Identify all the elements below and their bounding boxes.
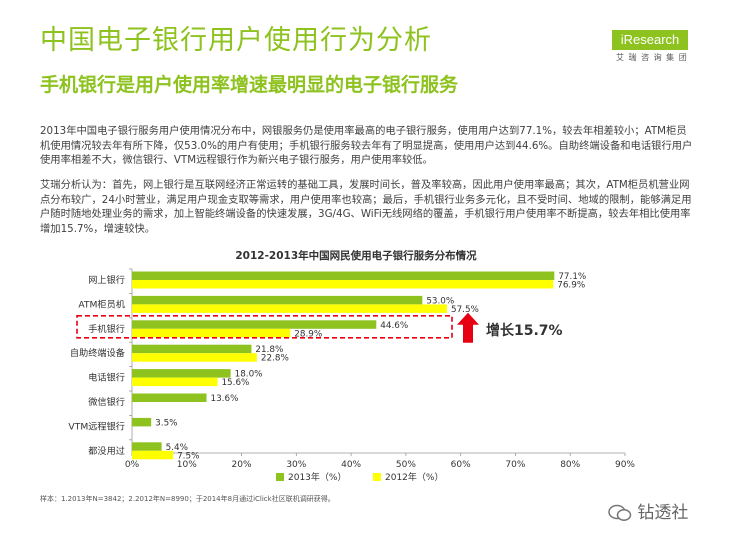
data-label: 28.9%	[294, 329, 322, 339]
category-label: 自助终端设备	[70, 347, 125, 359]
data-label: 5.4%	[166, 443, 188, 453]
category-label: 电话银行	[88, 372, 125, 384]
growth-label: 增长15.7%	[486, 322, 563, 339]
x-tick-label: 0%	[125, 460, 140, 470]
x-tick-label: 30%	[286, 460, 306, 470]
source-note: 样本：1.2013年N=3842；2.2012年N=8990；于2014年8月通…	[40, 495, 335, 503]
data-label: 7.5%	[177, 451, 199, 461]
category-label: 手机银行	[88, 323, 125, 335]
chart-title: 2012-2013年中国网民使用电子银行服务分布情况	[235, 249, 477, 262]
bar-2013	[132, 344, 252, 354]
data-label: 21.8%	[255, 345, 283, 355]
legend-label: 2013年（%）	[288, 471, 346, 483]
growth-arrow	[457, 312, 479, 343]
legend-swatch	[276, 473, 284, 481]
category-label: 微信银行	[88, 396, 125, 408]
bar-2012	[132, 328, 291, 338]
bar-2012	[132, 280, 554, 289]
x-tick-label: 70%	[505, 460, 525, 470]
category-label: 都没用过	[88, 445, 125, 457]
bar-2013	[132, 393, 207, 402]
data-label: 15.6%	[221, 378, 249, 388]
x-tick-label: 80%	[560, 460, 580, 470]
bar-2013	[132, 442, 162, 451]
analysis-paragraph: 艾瑞分析认为：首先，网上银行是互联网经济正常运转的基础工具，发展时间长，普及率较…	[40, 179, 692, 235]
bar-chart: 2012-2013年中国网民使用电子银行服务分布情况 0% 10% 20% 30% 40…	[68, 249, 635, 483]
x-tick-label: 90%	[615, 460, 635, 470]
highlight-box	[76, 315, 453, 339]
data-label: 76.9%	[557, 281, 585, 291]
data-label: 22.8%	[261, 354, 289, 364]
bar-2013	[132, 320, 377, 329]
bar-2012	[132, 304, 447, 313]
bar-2013	[132, 295, 423, 305]
iresearch-logo: iResearch 艾 瑞 咨 询 集 团	[612, 22, 692, 64]
x-tick-label: 20%	[232, 460, 252, 470]
category-label: ATM柜员机	[78, 298, 125, 310]
data-label: 18.0%	[235, 370, 263, 380]
wechat-icon	[608, 504, 632, 521]
page-title: 中国电子银行用户使用行为分析	[40, 25, 432, 56]
logo-subtitle: 艾 瑞 咨 询 集 团	[616, 53, 688, 62]
category-label: VTM远程银行	[68, 420, 125, 432]
x-tick-label: 40%	[341, 460, 361, 470]
watermark-text: 钻透社	[637, 503, 689, 523]
data-label: 53.0%	[426, 296, 454, 306]
watermark: 钻透社	[608, 498, 688, 523]
data-label: 3.5%	[155, 418, 177, 428]
x-tick-label: 10%	[177, 460, 197, 470]
bar-2012	[132, 450, 174, 460]
bar-2012	[132, 353, 257, 362]
bar-2013	[132, 271, 555, 280]
bar-2013	[132, 369, 231, 378]
legend-swatch	[373, 473, 381, 481]
data-label: 13.6%	[210, 394, 238, 404]
data-label: 77.1%	[558, 272, 586, 282]
data-label: 57.5%	[451, 305, 479, 315]
x-tick-label: 60%	[451, 460, 471, 470]
logo-text: iResearch	[612, 30, 688, 50]
legend-label: 2012年（%）	[385, 471, 443, 483]
data-label: 44.6%	[380, 321, 408, 331]
bar-2012	[132, 377, 218, 387]
x-tick-label: 50%	[396, 460, 416, 470]
summary-paragraph: 2013年中国电子银行服务用户使用情况分布中，网银服务仍是使用率最高的电子银行服…	[40, 125, 693, 166]
page-subtitle: 手机银行是用户使用率增速最明显的电子银行服务	[40, 74, 459, 96]
category-label: 网上银行	[88, 274, 125, 286]
bar-2013	[132, 417, 152, 427]
